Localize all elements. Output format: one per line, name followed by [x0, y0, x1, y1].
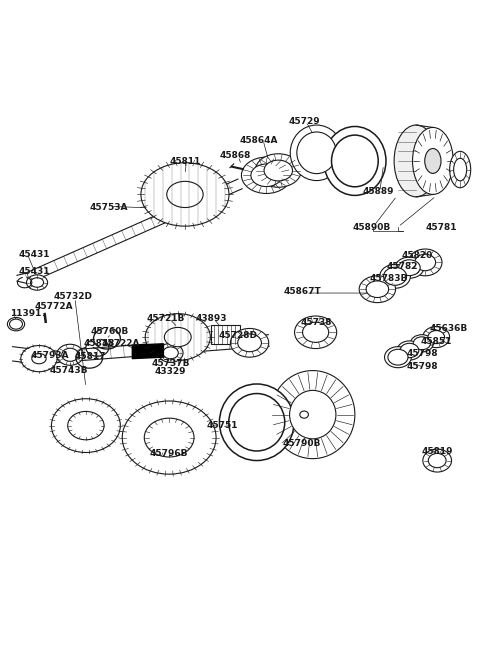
Ellipse shape: [300, 411, 309, 418]
Text: 45431: 45431: [19, 267, 50, 276]
Ellipse shape: [32, 354, 46, 364]
Text: 45798: 45798: [407, 362, 439, 371]
Ellipse shape: [423, 327, 450, 348]
Ellipse shape: [122, 401, 216, 474]
Ellipse shape: [397, 341, 422, 360]
Text: 45782: 45782: [387, 262, 419, 271]
Text: 45790B: 45790B: [282, 439, 321, 448]
Ellipse shape: [289, 390, 336, 439]
Text: 45431: 45431: [19, 250, 50, 259]
Ellipse shape: [145, 314, 210, 360]
Ellipse shape: [10, 319, 23, 329]
Text: 45721B: 45721B: [146, 314, 185, 323]
Ellipse shape: [7, 318, 24, 331]
Text: 11391: 11391: [10, 309, 42, 318]
Text: 43329: 43329: [155, 367, 186, 377]
Text: 45889: 45889: [363, 187, 395, 196]
Text: 45738: 45738: [301, 318, 332, 327]
Ellipse shape: [380, 265, 410, 288]
Text: 45817: 45817: [75, 352, 107, 361]
Ellipse shape: [271, 371, 355, 458]
Ellipse shape: [359, 276, 396, 303]
Ellipse shape: [141, 162, 229, 226]
Text: 45818: 45818: [83, 339, 115, 348]
Ellipse shape: [415, 254, 436, 271]
Text: 45760B: 45760B: [91, 327, 129, 336]
Ellipse shape: [399, 260, 420, 276]
Ellipse shape: [264, 160, 292, 181]
Ellipse shape: [238, 334, 262, 352]
Ellipse shape: [251, 164, 282, 187]
Text: 43893: 43893: [195, 314, 227, 323]
Ellipse shape: [423, 449, 452, 472]
Ellipse shape: [255, 154, 301, 187]
Text: 45751: 45751: [206, 421, 238, 430]
Ellipse shape: [68, 411, 104, 440]
Ellipse shape: [410, 335, 433, 352]
Ellipse shape: [450, 151, 471, 188]
Text: 45783B: 45783B: [369, 274, 408, 283]
Text: 45729: 45729: [289, 117, 321, 126]
Text: 45722A: 45722A: [101, 339, 140, 348]
Ellipse shape: [428, 331, 444, 344]
Ellipse shape: [395, 257, 424, 278]
Ellipse shape: [394, 125, 438, 197]
Ellipse shape: [388, 349, 408, 365]
Ellipse shape: [26, 275, 48, 290]
Ellipse shape: [428, 453, 446, 468]
Text: 45820: 45820: [401, 250, 432, 259]
Ellipse shape: [332, 135, 378, 187]
Text: 45743B: 45743B: [49, 366, 88, 375]
Text: 45851: 45851: [420, 337, 452, 346]
Text: 45867T: 45867T: [283, 288, 321, 297]
Ellipse shape: [230, 328, 269, 357]
Bar: [211, 325, 240, 345]
Ellipse shape: [163, 347, 178, 359]
Text: 45868: 45868: [219, 151, 251, 160]
Ellipse shape: [144, 418, 194, 457]
Polygon shape: [132, 344, 163, 358]
Text: 45728D: 45728D: [218, 331, 257, 340]
Ellipse shape: [454, 159, 467, 181]
Text: 45798: 45798: [407, 349, 439, 358]
Ellipse shape: [164, 328, 191, 346]
Ellipse shape: [302, 322, 329, 343]
Ellipse shape: [400, 343, 419, 358]
Ellipse shape: [408, 249, 442, 276]
Ellipse shape: [31, 278, 44, 288]
Ellipse shape: [295, 316, 336, 348]
Text: 45890B: 45890B: [352, 223, 391, 232]
Ellipse shape: [297, 132, 336, 174]
Text: 45796B: 45796B: [150, 449, 189, 458]
Ellipse shape: [51, 399, 120, 453]
Text: 45864A: 45864A: [240, 136, 278, 145]
Ellipse shape: [412, 128, 453, 195]
Text: 45811: 45811: [169, 157, 201, 166]
Text: 45772A: 45772A: [35, 302, 73, 310]
Ellipse shape: [425, 149, 441, 174]
Text: 45737B: 45737B: [151, 359, 190, 367]
Ellipse shape: [62, 348, 78, 362]
Text: 45636B: 45636B: [429, 324, 468, 333]
Ellipse shape: [384, 346, 411, 367]
Text: 45793A: 45793A: [30, 351, 69, 360]
Ellipse shape: [290, 125, 343, 181]
Ellipse shape: [219, 384, 294, 460]
Ellipse shape: [158, 343, 183, 362]
Ellipse shape: [229, 394, 285, 451]
Ellipse shape: [57, 345, 84, 365]
Ellipse shape: [21, 346, 57, 371]
Text: 45781: 45781: [425, 223, 457, 232]
Text: 45732D: 45732D: [54, 292, 93, 301]
Ellipse shape: [366, 281, 389, 297]
Ellipse shape: [324, 126, 386, 195]
Text: 45753A: 45753A: [89, 202, 128, 212]
Text: 45819: 45819: [421, 447, 453, 456]
Ellipse shape: [384, 267, 407, 286]
Ellipse shape: [167, 181, 203, 208]
Ellipse shape: [241, 157, 291, 193]
Ellipse shape: [413, 337, 431, 350]
